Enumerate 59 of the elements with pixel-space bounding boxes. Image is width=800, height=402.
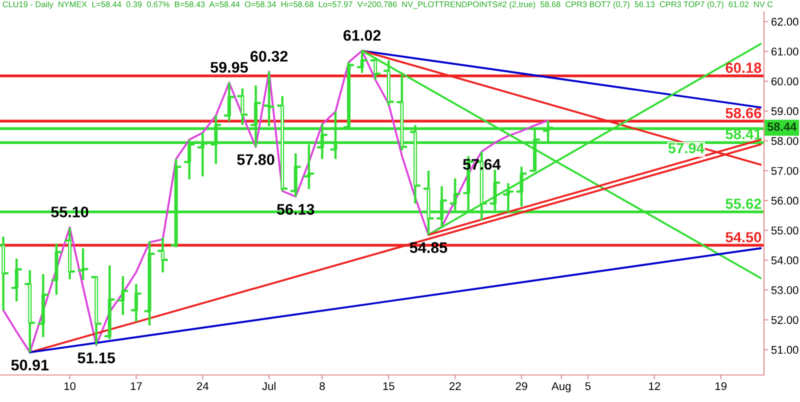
- candlestick: [130, 282, 142, 323]
- y-tick-label: 59.00: [771, 107, 798, 116]
- line-series: [2, 50, 550, 354]
- data-label: 60.32: [250, 50, 288, 62]
- x-tick-label: 8: [320, 382, 325, 390]
- x-tick-label: 12: [649, 382, 660, 390]
- candlestick: [237, 87, 248, 126]
- data-label: 50.91: [11, 360, 49, 370]
- candlestick: [38, 273, 49, 338]
- y-tick-label: 60.00: [772, 77, 798, 86]
- data-label: 57.80: [237, 154, 274, 165]
- y-tick-label: 55.00: [771, 226, 798, 234]
- x-tick-label: Aug: [552, 382, 571, 392]
- candlestick: [78, 247, 88, 282]
- y-tick-label: 62.00: [772, 18, 798, 26]
- x-tick-label: Jul: [262, 382, 276, 390]
- x-tick-label: 24: [197, 382, 208, 390]
- x-tick-label: 5: [585, 382, 591, 390]
- candlestick: [276, 95, 288, 192]
- x-tick-label: 17: [130, 382, 142, 390]
- data-label: 55.10: [51, 206, 88, 218]
- ref-line-label: 57.94: [668, 143, 704, 154]
- data-label: 51.15: [78, 352, 116, 364]
- candlestick: [516, 166, 527, 208]
- ref-line-label: 58.66: [726, 108, 762, 118]
- candlestick: [370, 56, 381, 81]
- y-tick-label: 56.00: [771, 196, 798, 205]
- x-tick-label: 29: [516, 382, 528, 390]
- candlestick: [90, 275, 102, 346]
- data-label: 61.02: [344, 30, 381, 41]
- candlestick: [144, 240, 155, 327]
- ref-line-label: 60.18: [726, 62, 762, 73]
- candlestick: [290, 152, 301, 198]
- y-tick-label: 52.00: [771, 316, 798, 324]
- y-tick-label: 57.00: [771, 166, 798, 175]
- y-tick-label: 61.00: [772, 48, 798, 56]
- y-tick-label: 54.00: [771, 256, 798, 264]
- candlestick: [157, 236, 168, 274]
- chart-title: CLU19 - Daily NYMEX L=58.44 0.39 0.67% B=58.43 A=58.44 O=58.34 Hi=58.68 Lo=57.97 V=200,786 NV_PLOTTRENDPOINTS#2 (2,true) 58.68 CPR3 BOT7 (0,7) 56.13 CPR3 TOP7 (0,7) 61.02 NV C: [2, 1, 773, 9]
- ref-line-label: 55.62: [726, 198, 762, 209]
- y-tick-label: 53.00: [771, 286, 798, 294]
- candlestick: [51, 242, 62, 296]
- x-tick-label: 15: [383, 382, 394, 390]
- candlestick: [24, 269, 36, 354]
- candlestick: [436, 185, 448, 230]
- candlestick: [118, 275, 128, 316]
- x-tick-label: 10: [64, 382, 76, 390]
- data-label: 59.95: [210, 62, 248, 73]
- candlestick: [11, 258, 22, 302]
- candlestick: [104, 264, 115, 340]
- candlestick: [224, 82, 235, 122]
- y-tick-label: 51.00: [771, 346, 798, 354]
- candlestick: [383, 59, 394, 107]
- x-tick-label: 19: [715, 382, 726, 390]
- candlestick: [64, 226, 76, 280]
- x-tick-label: 22: [449, 382, 461, 390]
- y-tick-label: 58.00: [771, 137, 798, 145]
- annotation: 58.44: [767, 122, 797, 131]
- ref-line-label: 54.50: [726, 232, 762, 242]
